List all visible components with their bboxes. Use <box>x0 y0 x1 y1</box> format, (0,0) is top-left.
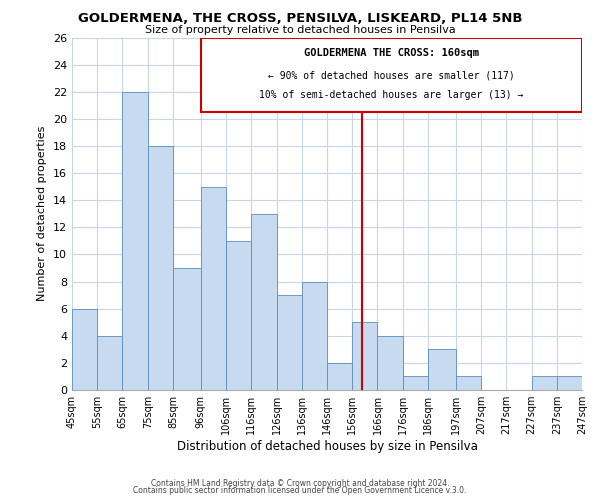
Text: GOLDERMENA, THE CROSS, PENSILVA, LISKEARD, PL14 5NB: GOLDERMENA, THE CROSS, PENSILVA, LISKEAR… <box>78 12 522 26</box>
Y-axis label: Number of detached properties: Number of detached properties <box>37 126 47 302</box>
Bar <box>352 322 377 390</box>
Text: GOLDERMENA THE CROSS: 160sqm: GOLDERMENA THE CROSS: 160sqm <box>304 48 479 58</box>
Text: Size of property relative to detached houses in Pensilva: Size of property relative to detached ho… <box>145 25 455 35</box>
Bar <box>456 376 481 390</box>
Bar <box>72 308 97 390</box>
Bar <box>122 92 148 390</box>
Bar <box>277 295 302 390</box>
Bar <box>97 336 122 390</box>
Text: 10% of semi-detached houses are larger (13) →: 10% of semi-detached houses are larger (… <box>259 90 524 101</box>
FancyBboxPatch shape <box>201 38 582 112</box>
Bar <box>557 376 582 390</box>
Bar <box>403 376 428 390</box>
Bar <box>327 363 352 390</box>
Bar <box>532 376 557 390</box>
Bar <box>428 350 456 390</box>
Bar <box>173 268 201 390</box>
Bar <box>201 186 226 390</box>
Text: ← 90% of detached houses are smaller (117): ← 90% of detached houses are smaller (11… <box>268 71 515 81</box>
Text: Contains HM Land Registry data © Crown copyright and database right 2024.: Contains HM Land Registry data © Crown c… <box>151 478 449 488</box>
Bar <box>148 146 173 390</box>
Bar <box>377 336 403 390</box>
Bar <box>302 282 327 390</box>
X-axis label: Distribution of detached houses by size in Pensilva: Distribution of detached houses by size … <box>176 440 478 453</box>
Bar <box>226 241 251 390</box>
Bar <box>251 214 277 390</box>
Text: Contains public sector information licensed under the Open Government Licence v.: Contains public sector information licen… <box>133 486 467 495</box>
Bar <box>582 376 600 390</box>
